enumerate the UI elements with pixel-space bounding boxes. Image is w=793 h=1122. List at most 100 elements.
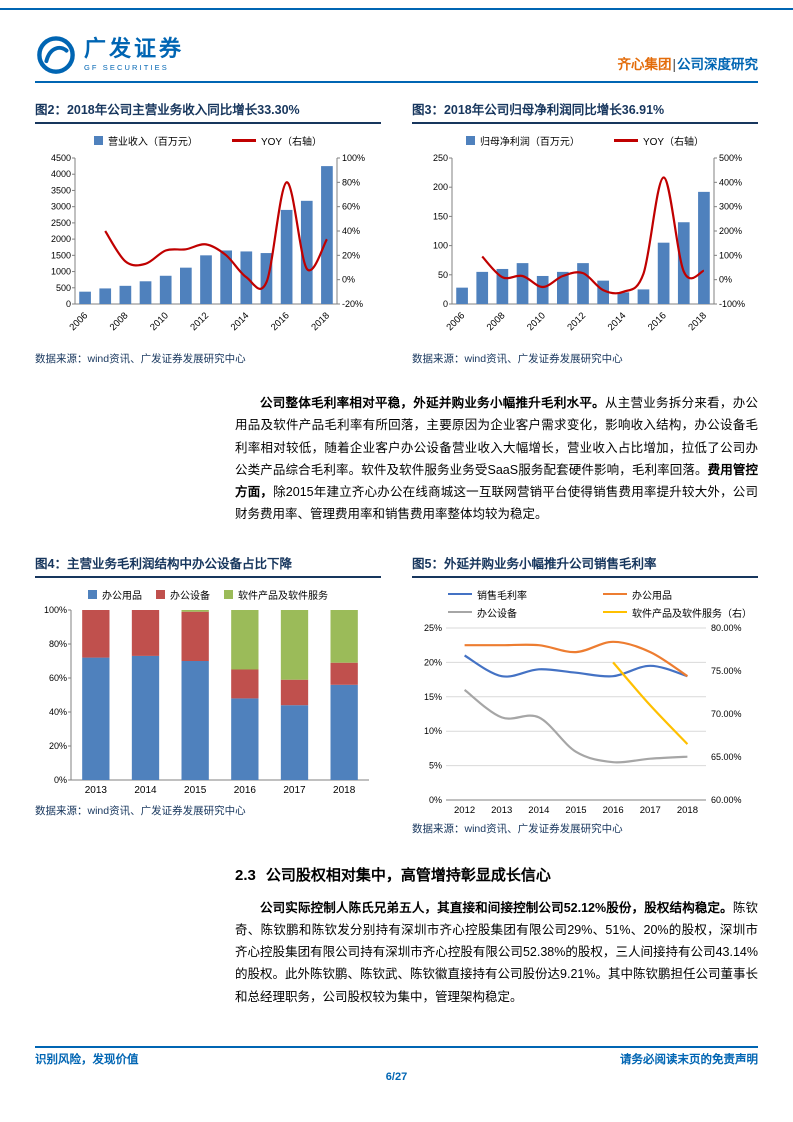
legend-label: 销售毛利率: [477, 590, 527, 602]
legend-line-swatch-icon: [231, 139, 256, 142]
figure-5-title: 图5：外延并购业务小幅推升公司销售毛利率: [412, 546, 758, 578]
figure-4-source: 数据来源：wind资讯、广发证券发展研究中心: [35, 804, 246, 817]
figure-3-title: 图3：2018年公司归母净利润同比增长36.91%: [412, 92, 758, 124]
svg-text:2016: 2016: [603, 805, 624, 816]
svg-text:2017: 2017: [283, 785, 306, 796]
legend-item: YOY（右轴）: [613, 133, 705, 148]
svg-text:25%: 25%: [424, 623, 442, 633]
svg-text:2006: 2006: [67, 310, 90, 333]
figure-3-legend: 归母净利润（百万元） YOY（右轴）: [412, 133, 758, 148]
figure-5-chart: 0% 5% 10% 15% 20% 25% 60.00% 65.00% 70.00% 75.00%…: [424, 623, 742, 816]
svg-text:2010: 2010: [525, 310, 548, 333]
svg-text:1000: 1000: [51, 267, 71, 277]
svg-text:-20%: -20%: [342, 299, 363, 309]
figure-3-source: 数据来源：wind资讯、广发证券发展研究中心: [412, 353, 623, 365]
brand-name-cn: 广发证券: [84, 36, 185, 61]
svg-text:-100%: -100%: [719, 299, 745, 309]
svg-text:2008: 2008: [485, 310, 508, 333]
svg-text:250: 250: [433, 153, 448, 163]
svg-text:2015: 2015: [565, 805, 586, 816]
svg-text:80%: 80%: [49, 639, 67, 649]
figure-2-legend: 营业收入（百万元） YOY（右轴）: [35, 133, 381, 148]
paragraph-text-a: 从主营业务拆分来看，办公用品及软件产品毛利率有所回落，主要原因为企业客户需求变化…: [235, 396, 758, 477]
svg-text:4500: 4500: [51, 153, 71, 163]
page-number: 6/27: [385, 1071, 408, 1083]
document-title: 齐心集团|公司深度研究: [617, 53, 758, 76]
svg-text:3500: 3500: [51, 185, 71, 195]
svg-text:50: 50: [438, 270, 448, 280]
svg-text:2017: 2017: [640, 805, 661, 816]
section-number: 2.3: [235, 866, 256, 884]
gf-logo-icon: [37, 36, 75, 74]
svg-text:60%: 60%: [49, 673, 67, 683]
section-title: 公司股权相对集中，高管增持彰显成长信心: [265, 866, 551, 884]
legend-box-swatch-icon: [224, 589, 233, 599]
svg-text:2006: 2006: [444, 310, 467, 333]
legend-label: 办公用品: [632, 590, 672, 602]
gross-margin-paragraph: 公司整体毛利率相对平稳，外延并购业务小幅推升毛利水平。从主营业务拆分来看，办公用…: [235, 392, 758, 526]
svg-text:2500: 2500: [51, 218, 71, 228]
figure-2-chart: 0 500 1000 1500 2000 2500 3000 3500 4000 4500 -20%…: [51, 153, 365, 333]
brand-logo: 广发证券 GF SECURITIES: [35, 34, 184, 76]
footer-divider: [35, 1046, 758, 1048]
svg-text:0%: 0%: [719, 275, 732, 285]
legend-line-swatch-icon: [448, 610, 472, 614]
figure-2: 图2：2018年公司主营业务收入同比增长33.30% 营业收入（百万元） YOY（…: [35, 92, 381, 366]
svg-text:2012: 2012: [188, 310, 211, 333]
figure-4-title: 图4：主营业务毛利润结构中办公设备占比下降: [35, 546, 381, 578]
section-heading-2-3: 2.3 公司股权相对集中，高管增持彰显成长信心: [235, 864, 758, 885]
legend-item: YOY（右轴）: [231, 133, 322, 148]
svg-text:2016: 2016: [646, 310, 669, 333]
figure-5-legend: 销售毛利率 办公用品办公设备 软件产品及软件服务（右）: [448, 587, 758, 620]
figure-row-bottom: 图4：主营业务毛利润结构中办公设备占比下降 办公用品 办公设备 软件产品及软件服务 …: [35, 546, 758, 836]
legend-label: 归母净利润（百万元）: [479, 137, 580, 148]
svg-text:15%: 15%: [424, 691, 442, 701]
svg-text:150: 150: [433, 211, 448, 221]
svg-text:2015: 2015: [184, 785, 207, 796]
svg-text:100: 100: [433, 241, 448, 251]
legend-label: YOY（右轴）: [642, 137, 705, 148]
figure-2-title: 图2：2018年公司主营业务收入同比增长33.30%: [35, 92, 381, 124]
paragraph-bold-b: 费用管控方面，: [235, 462, 758, 499]
legend-item: 软件产品及软件服务: [224, 587, 328, 602]
svg-text:0: 0: [443, 299, 448, 309]
paragraph-text: 陈钦奇、陈钦鹏和陈钦发分别持有深圳市齐心控股集团有限公司29%、51%、20%的…: [235, 900, 758, 1004]
svg-text:300%: 300%: [719, 202, 742, 212]
svg-text:2016: 2016: [234, 785, 257, 796]
report-type: 公司深度研究: [677, 57, 758, 72]
header-divider: [35, 81, 758, 83]
figure-row-top: 图2：2018年公司主营业务收入同比增长33.30% 营业收入（百万元） YOY（…: [35, 92, 758, 366]
svg-text:60%: 60%: [342, 202, 360, 212]
svg-text:2014: 2014: [528, 805, 549, 816]
legend-label: 办公设备: [477, 608, 517, 620]
ownership-paragraph: 公司实际控制人陈氏兄弟五人，其直接和间接控制公司52.12%股份，股权结构稳定。…: [235, 897, 758, 1008]
legend-label: 软件产品及软件服务（右）: [632, 608, 752, 620]
legend-box-swatch-icon: [465, 136, 475, 145]
top-border: [0, 8, 793, 10]
svg-text:0%: 0%: [429, 795, 442, 805]
svg-text:400%: 400%: [719, 177, 742, 187]
svg-text:500%: 500%: [719, 153, 742, 163]
title-separator: |: [672, 57, 676, 72]
svg-text:80%: 80%: [342, 177, 360, 187]
svg-text:65.00%: 65.00%: [711, 752, 742, 762]
svg-text:2014: 2014: [606, 310, 629, 333]
svg-text:100%: 100%: [342, 153, 365, 163]
svg-text:2016: 2016: [269, 310, 292, 333]
svg-text:2018: 2018: [309, 310, 332, 333]
footer-right-disclaimer: 请务必阅读末页的免责声明: [620, 1054, 758, 1066]
legend-label: 办公设备: [170, 590, 210, 602]
svg-text:2018: 2018: [677, 805, 698, 816]
figure-3: 图3：2018年公司归母净利润同比增长36.91% 归母净利润（百万元） YOY（…: [412, 92, 758, 366]
footer: 识别风险，发现价值 请务必阅读末页的免责声明: [35, 1051, 758, 1067]
figure-4-legend: 办公用品 办公设备 软件产品及软件服务: [35, 587, 381, 602]
footer-left-slogan: 识别风险，发现价值: [35, 1054, 139, 1066]
figure-2-source: 数据来源：wind资讯、广发证券发展研究中心: [35, 353, 246, 365]
legend-box-swatch-icon: [93, 136, 103, 145]
legend-box-swatch-icon: [88, 589, 97, 599]
legend-item: 办公设备: [156, 587, 210, 602]
svg-text:80.00%: 80.00%: [711, 623, 742, 633]
svg-text:0: 0: [66, 299, 71, 309]
figure-4-chart: 0% 20% 40% 60% 80% 100% 2013 2014 2015 2016 2017 20…: [44, 605, 369, 796]
